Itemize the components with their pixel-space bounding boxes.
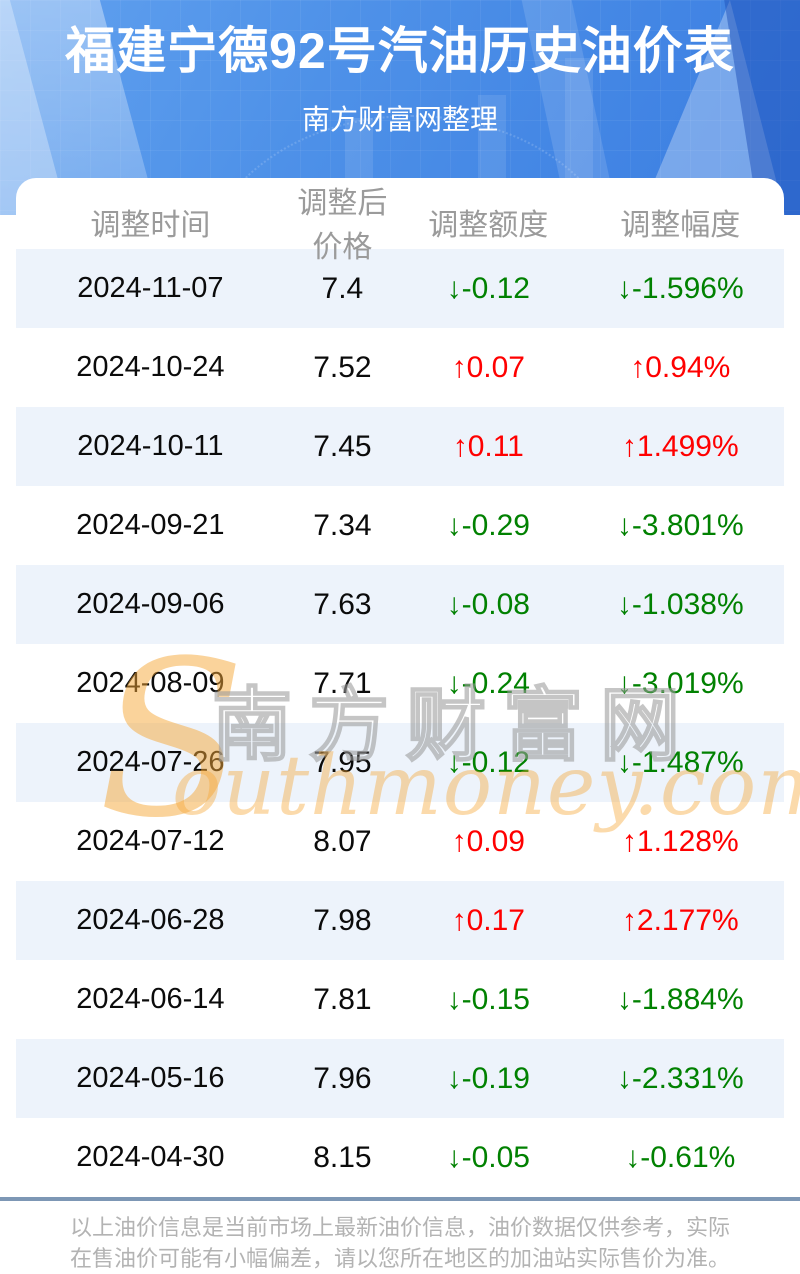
cell-adjust-rate: ↑0.94% — [630, 350, 731, 384]
disclaimer: 以上油价信息是当前市场上最新油价信息，油价数据仅供参考，实际 在售油价可能有小幅… — [0, 1201, 800, 1274]
cell-adjust-amount: ↑0.07 — [451, 350, 525, 384]
table-row: 2024-08-09 7.71 ↓-0.24 ↓-3.019% — [16, 644, 784, 723]
cell-adjusted-price: 7.95 — [313, 745, 372, 779]
cell-adjust-rate: ↓-3.019% — [616, 666, 744, 700]
cell-adjust-amount: ↓-0.12 — [446, 745, 530, 779]
cell-adjusted-price: 7.63 — [313, 587, 372, 621]
cell-adjust-amount: ↓-0.15 — [446, 982, 530, 1016]
cell-adjust-time: 2024-11-07 — [77, 272, 224, 304]
cell-adjusted-price: 7.34 — [313, 508, 372, 542]
cell-adjust-time: 2024-04-30 — [76, 1141, 225, 1173]
cell-adjust-amount: ↓-0.24 — [446, 666, 530, 700]
page-title: 福建宁德92号汽油历史油价表 — [65, 23, 735, 79]
cell-adjust-rate: ↑1.499% — [621, 429, 739, 463]
table-row: 2024-10-24 7.52 ↑0.07 ↑0.94% — [16, 328, 784, 407]
cell-adjusted-price: 7.52 — [313, 350, 372, 384]
cell-adjusted-price: 7.98 — [313, 903, 372, 937]
table-row: 2024-09-06 7.63 ↓-0.08 ↓-1.038% — [16, 565, 784, 644]
table-row: 2024-10-11 7.45 ↑0.11 ↑1.499% — [16, 407, 784, 486]
cell-adjust-time: 2024-05-16 — [76, 1062, 225, 1094]
cell-adjust-amount: ↓-0.19 — [446, 1061, 530, 1095]
cell-adjust-time: 2024-09-21 — [76, 509, 225, 541]
column-header-adjust-amount: 调整额度 — [428, 209, 549, 242]
cell-adjust-rate: ↓-0.61% — [625, 1140, 736, 1174]
cell-adjusted-price: 7.4 — [321, 271, 364, 305]
cell-adjusted-price: 7.96 — [313, 1061, 372, 1095]
price-table-card: 调整时间 调整后价格 调整额度 调整幅度 2024-11-07 7.4 ↓-0.12… — [16, 178, 784, 1197]
table-row: 2024-05-16 7.96 ↓-0.19 ↓-2.331% — [16, 1039, 784, 1118]
column-header-adjust-time: 调整时间 — [90, 209, 211, 242]
cell-adjust-time: 2024-07-12 — [76, 825, 225, 857]
cell-adjust-time: 2024-09-06 — [76, 588, 225, 620]
cell-adjust-time: 2024-08-09 — [76, 667, 225, 699]
cell-adjusted-price: 8.15 — [313, 1140, 372, 1174]
cell-adjusted-price: 7.81 — [313, 982, 372, 1016]
table-row: 2024-07-26 7.95 ↓-0.12 ↓-1.487% — [16, 723, 784, 802]
cell-adjust-time: 2024-06-14 — [76, 983, 225, 1015]
cell-adjust-time: 2024-07-26 — [76, 746, 225, 778]
cell-adjust-amount: ↑0.17 — [451, 903, 525, 937]
cell-adjust-rate: ↓-1.596% — [616, 271, 744, 305]
cell-adjust-rate: ↓-3.801% — [616, 508, 744, 542]
cell-adjusted-price: 7.71 — [313, 666, 372, 700]
cell-adjust-time: 2024-10-24 — [76, 351, 225, 383]
cell-adjust-rate: ↑1.128% — [621, 824, 739, 858]
page-subtitle: 南方财富网整理 — [301, 104, 498, 135]
banner-candlestick-decoration — [565, 58, 593, 178]
cell-adjust-rate: ↓-1.487% — [616, 745, 744, 779]
cell-adjust-rate: ↓-1.038% — [616, 587, 744, 621]
table-row: 2024-06-28 7.98 ↑0.17 ↑2.177% — [16, 881, 784, 960]
header-banner: 福建宁德92号汽油历史油价表 南方财富网整理 — [0, 0, 800, 215]
cell-adjusted-price: 8.07 — [313, 824, 372, 858]
table-body: 2024-11-07 7.4 ↓-0.12 ↓-1.596% 2024-10-24 7.5… — [16, 249, 784, 1197]
cell-adjusted-price: 7.45 — [313, 429, 372, 463]
cell-adjust-amount: ↑0.09 — [451, 824, 525, 858]
cell-adjust-amount: ↓-0.12 — [446, 271, 530, 305]
disclaimer-line-2: 在售油价可能有小幅偏差，请以您所在地区的加油站实际售价为准。 — [69, 1246, 730, 1271]
cell-adjust-time: 2024-06-28 — [76, 904, 225, 936]
table-row: 2024-04-30 8.15 ↓-0.05 ↓-0.61% — [16, 1118, 784, 1197]
cell-adjust-time: 2024-10-11 — [77, 430, 224, 462]
footer-divider — [0, 1197, 800, 1201]
cell-adjust-rate: ↑2.177% — [621, 903, 739, 937]
cell-adjust-amount: ↓-0.08 — [446, 587, 530, 621]
cell-adjust-amount: ↓-0.05 — [446, 1140, 530, 1174]
column-header-adjust-rate: 调整幅度 — [620, 209, 741, 242]
table-row: 2024-06-14 7.81 ↓-0.15 ↓-1.884% — [16, 960, 784, 1039]
cell-adjust-rate: ↓-2.331% — [616, 1061, 744, 1095]
column-header-adjusted-price: 调整后价格 — [297, 187, 388, 264]
table-row: 2024-09-21 7.34 ↓-0.29 ↓-3.801% — [16, 486, 784, 565]
cell-adjust-rate: ↓-1.884% — [616, 982, 744, 1016]
table-row: 2024-11-07 7.4 ↓-0.12 ↓-1.596% — [16, 249, 784, 328]
cell-adjust-amount: ↓-0.29 — [446, 508, 530, 542]
cell-adjust-amount: ↑0.11 — [452, 429, 524, 463]
table-row: 2024-07-12 8.07 ↑0.09 ↑1.128% — [16, 802, 784, 881]
table-header-row: 调整时间 调整后价格 调整额度 调整幅度 — [16, 178, 784, 264]
disclaimer-line-1: 以上油价信息是当前市场上最新油价信息，油价数据仅供参考，实际 — [69, 1215, 730, 1240]
